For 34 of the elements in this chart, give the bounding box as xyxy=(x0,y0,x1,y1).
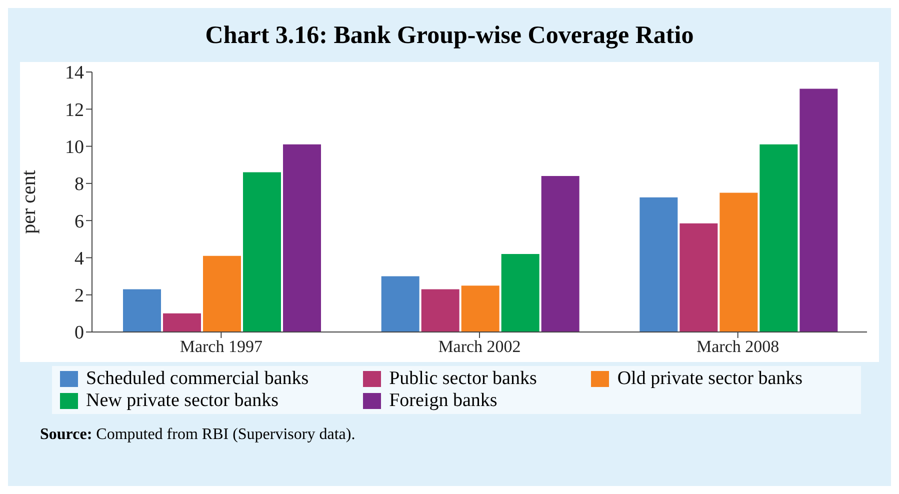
bar xyxy=(680,223,718,332)
source-note: Source: Computed from RBI (Supervisory data). xyxy=(40,426,356,444)
y-tick-label: 6 xyxy=(74,211,84,232)
y-tick-label: 2 xyxy=(74,286,84,307)
y-tick-label: 14 xyxy=(65,62,84,84)
x-tick-label: March 2002 xyxy=(438,337,521,356)
y-tick-label: 10 xyxy=(65,137,84,158)
bar xyxy=(800,88,838,332)
y-tick-label: 4 xyxy=(74,248,84,270)
y-tick-label: 8 xyxy=(74,174,84,196)
bar xyxy=(243,172,281,332)
bar xyxy=(541,176,580,332)
legend-label: New private sector banks xyxy=(86,390,279,412)
bar xyxy=(163,313,201,332)
legend-label: Public sector banks xyxy=(389,368,537,390)
chart-title: Chart 3.16: Bank Group-wise Coverage Ratio xyxy=(204,21,695,51)
x-tick-label: March 1997 xyxy=(180,337,263,356)
y-tick-label: 12 xyxy=(65,100,84,121)
y-axis-title: per cent xyxy=(18,170,40,234)
bar xyxy=(720,192,758,332)
bar xyxy=(640,197,678,332)
y-tick-label: 0 xyxy=(74,322,84,344)
x-tick-label: March 2008 xyxy=(696,337,780,356)
legend-label: Old private sector banks xyxy=(617,368,803,390)
bar xyxy=(760,144,798,332)
bar xyxy=(501,254,540,332)
bar xyxy=(203,256,241,332)
bar xyxy=(461,286,500,332)
bar xyxy=(421,289,460,332)
legend-label: Scheduled commercial banks xyxy=(86,368,309,390)
legend-label: Foreign banks xyxy=(389,390,498,412)
bar xyxy=(123,289,161,332)
bar xyxy=(283,144,321,332)
bar xyxy=(381,276,420,332)
